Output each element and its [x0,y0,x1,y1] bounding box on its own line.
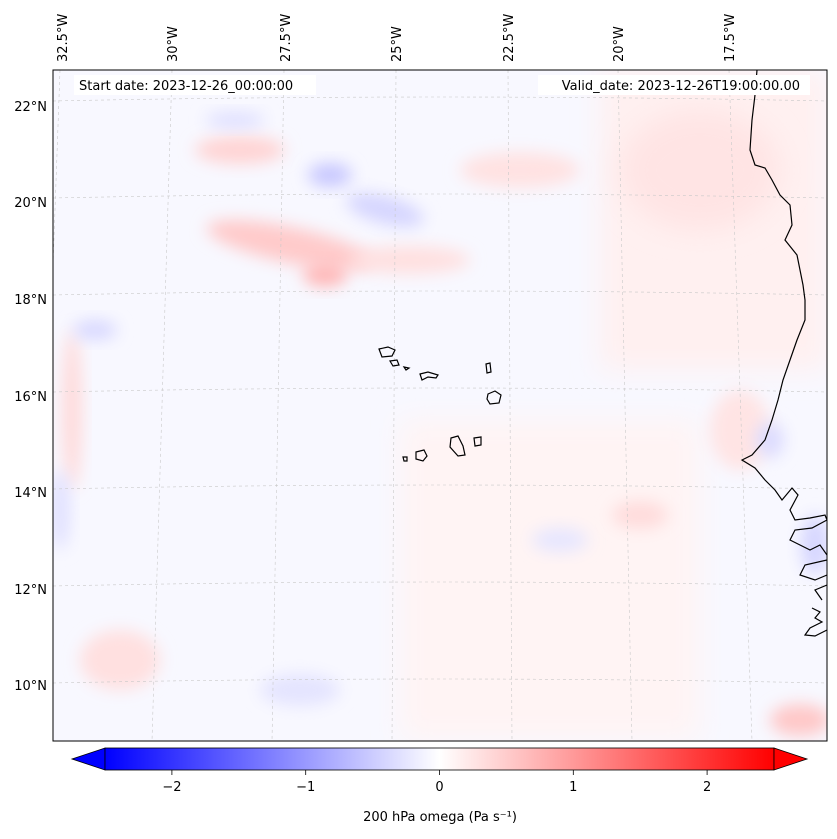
colorbar: −2 −1 0 1 2 200 hPa omega (Pa s⁻¹) [70,747,809,825]
island-fogo [415,449,428,462]
coastlines [378,70,827,637]
lon-label: 17.5°W [723,14,738,62]
island-santiago [449,435,466,457]
lat-label: 14°N [14,486,47,501]
colorbar-gradient [104,747,775,771]
colorbar-label: 200 hPa omega (Pa s⁻¹) [363,810,517,825]
africa-coastline [740,70,827,637]
valid-date-label: Valid_date: 2023-12-26T19:00:00.00 [562,79,800,94]
colorbar-ticks: −2 −1 0 1 2 [162,770,711,795]
lat-label: 18°N [14,293,47,308]
colorbar-tick-label: −1 [296,780,315,795]
lon-label: 20°W [612,26,627,62]
island-boa-vista [486,390,502,405]
map-panel: Start date: 2023-12-26_00:00:00 Valid_da… [52,69,828,742]
lon-label: 22.5°W [502,14,517,62]
longitude-labels: 32.5°W 30°W 27.5°W 25°W 22.5°W 20°W 17.5… [56,14,738,62]
island-santa-luzia [402,366,411,371]
colorbar-tick-label: 1 [569,780,577,795]
omega-field [53,70,827,740]
colorbar-max-extend [773,747,809,771]
lon-label: 30°W [166,26,181,62]
lat-label: 12°N [14,583,47,598]
start-date-box [74,75,316,95]
gridlines [53,70,827,741]
colorbar-tick-label: −2 [162,780,181,795]
lat-label: 22°N [14,100,47,115]
island-brava [402,456,408,462]
island-sao-vicente [389,359,400,367]
lat-label: 16°N [14,390,47,405]
lon-label: 25°W [390,26,405,62]
valid-date-box [538,75,810,95]
island-sao-nicolau [419,371,439,381]
lon-label: 32.5°W [56,14,71,62]
colorbar-tick-label: 2 [703,780,711,795]
colorbar-tick-label: 0 [435,780,443,795]
colorbar-min-extend [70,747,106,771]
lat-label: 10°N [14,679,47,694]
lon-label: 27.5°W [279,14,294,62]
start-date-label: Start date: 2023-12-26_00:00:00 [79,79,293,94]
island-maio [473,436,482,447]
map-frame [52,69,828,742]
latitude-labels: 22°N 20°N 18°N 16°N 14°N 12°N 10°N [14,100,47,694]
island-sal [485,362,492,374]
island-santo-antao [378,346,396,358]
lat-label: 20°N [14,196,47,211]
